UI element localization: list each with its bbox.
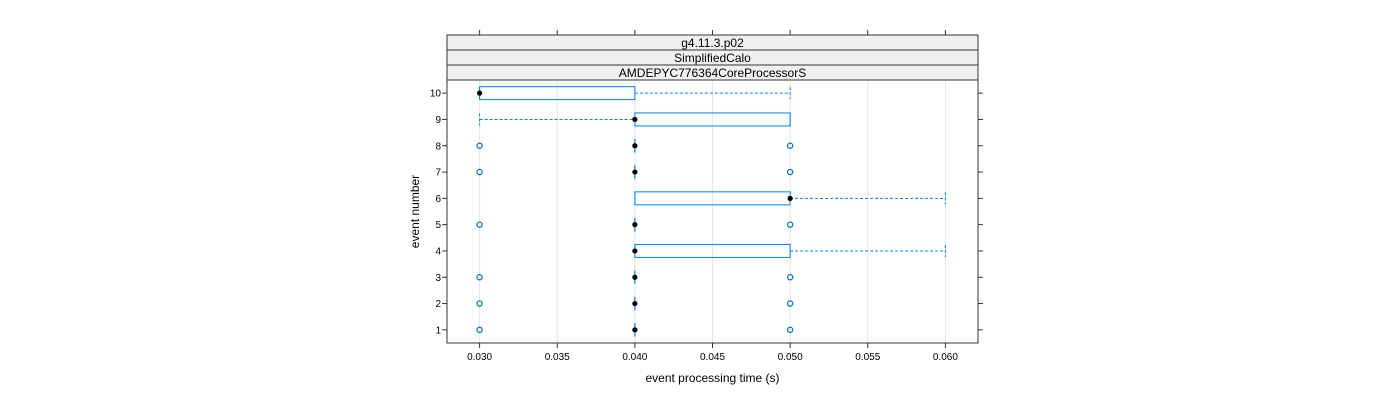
strip-group: g4.11.3.p02 SimplifiedCalo AMDEPYC776364… — [446, 34, 979, 81]
outlier-point-1 — [786, 326, 794, 334]
y-axis-title: event number — [408, 175, 422, 248]
y-tick-label-8: 9 — [435, 115, 441, 126]
median-dot — [632, 248, 638, 254]
y-tick-label-9: 10 — [430, 89, 442, 100]
strip-1-label: g4.11.3.p02 — [681, 36, 744, 50]
median-dot — [632, 169, 638, 175]
median-dot — [632, 143, 638, 149]
y-tick-label-0: 1 — [435, 325, 441, 336]
box-row-7 — [476, 165, 794, 180]
outlier-point-0 — [476, 300, 483, 307]
x-tick-label-1: 0.035 — [545, 352, 570, 363]
median-dot — [632, 116, 638, 123]
box-row-4 — [632, 243, 946, 258]
box-row-9 — [479, 112, 791, 127]
outlier-point-1 — [786, 168, 794, 176]
box-row-2 — [476, 296, 794, 311]
y-tick-label-7: 8 — [435, 141, 441, 152]
axis-layer: 0.030 0.035 0.040 0.045 0.050 0.055 0.060 1 2 3 4 5… — [430, 30, 983, 363]
median-dot — [632, 327, 638, 333]
median-dot — [632, 300, 638, 307]
x-tick-label-5: 0.055 — [855, 352, 880, 363]
grid-layer — [479, 80, 946, 343]
y-tick-label-5: 6 — [435, 194, 441, 205]
y-tick-label-6: 7 — [435, 168, 441, 179]
box-row-10 — [477, 86, 791, 101]
outlier-point-0 — [476, 168, 483, 176]
median-dot — [632, 274, 638, 280]
y-tick-label-1: 2 — [435, 299, 441, 310]
y-tick-label-3: 4 — [435, 246, 441, 257]
strip-3-label: AMDEPYC776364CoreProcessorS — [619, 66, 806, 80]
outlier-point-1 — [786, 142, 794, 149]
outlier-point-1 — [786, 274, 794, 281]
median-dot — [787, 195, 793, 201]
outlier-point-1 — [786, 221, 794, 228]
outlier-point-0 — [476, 142, 483, 149]
x-tick-label-0: 0.030 — [467, 352, 492, 363]
y-tick-label-4: 5 — [435, 220, 441, 231]
plot-layer — [476, 86, 946, 337]
outlier-point-0 — [476, 326, 483, 334]
box-row-8 — [476, 138, 794, 153]
x-tick-label-4: 0.050 — [778, 352, 803, 363]
outlier-point-0 — [476, 274, 483, 281]
y-tick-label-2: 3 — [435, 273, 441, 284]
box-row-6 — [634, 191, 946, 206]
x-axis-title: event processing time (s) — [645, 371, 779, 385]
outlier-point-0 — [476, 221, 483, 228]
x-tick-label-2: 0.040 — [622, 352, 647, 363]
box-row-1 — [476, 322, 794, 337]
x-tick-label-3: 0.045 — [700, 352, 725, 363]
box-row-5 — [476, 217, 794, 232]
outlier-point-1 — [786, 300, 794, 307]
median-dot — [477, 90, 483, 96]
strip-2-label: SimplifiedCalo — [674, 51, 751, 65]
x-tick-label-6: 0.060 — [933, 352, 958, 363]
box-row-3 — [476, 270, 794, 285]
median-dot — [632, 222, 638, 228]
